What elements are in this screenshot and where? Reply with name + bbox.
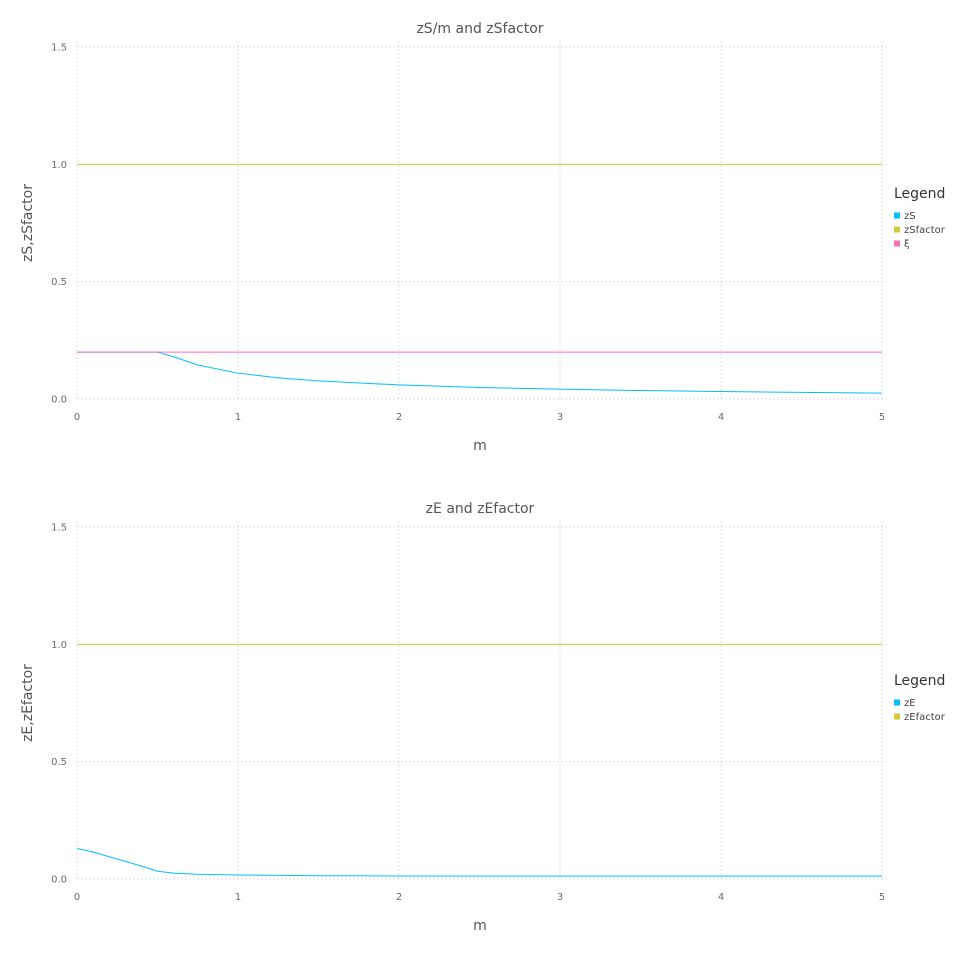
- chart-title: zS/m and zSfactor: [416, 21, 543, 37]
- legend-title: Legend: [894, 186, 945, 202]
- y-axis-label: zE,zEfactor: [20, 664, 36, 742]
- x-tick-label: 3: [557, 412, 563, 423]
- x-tick-label: 0: [74, 412, 80, 423]
- legend-label: zE: [904, 698, 916, 709]
- legend-swatch: [894, 226, 900, 233]
- legend-label: zEfactor: [904, 712, 946, 723]
- plot-area: 0 1 2 3 4 5 0.0 0.5 1.0 1.5: [51, 521, 888, 903]
- y-tick-label: 0.0: [51, 395, 67, 406]
- x-tick-label: 1: [235, 412, 241, 423]
- series-line-ze: [76, 848, 882, 877]
- legend: zS zSfactor ξ: [894, 211, 946, 250]
- x-axis-label: m: [473, 438, 487, 454]
- series-line-zs: [77, 351, 883, 394]
- x-tick-label: 2: [396, 892, 402, 903]
- y-tick-label: 1.0: [51, 160, 67, 171]
- chart-title: zE and zEfactor: [426, 501, 535, 517]
- x-tick-label: 5: [879, 892, 885, 903]
- y-tick-label: 1.5: [51, 43, 67, 54]
- chart-ze: zE and zEfactor m zE,zEfactor Legend 0 1 2…: [20, 501, 946, 934]
- y-tick-label: 0.5: [51, 757, 67, 768]
- chart-zs: zS/m and zSfactor m zS,zSfactor Legend 0…: [20, 21, 946, 454]
- x-tick-label: 0: [74, 892, 80, 903]
- legend-swatch: [894, 212, 900, 219]
- legend-swatch: [894, 240, 900, 247]
- x-axis-label: m: [473, 918, 487, 934]
- x-tick-label: 1: [235, 892, 241, 903]
- y-tick-label: 0.0: [51, 875, 67, 886]
- legend-label: zS: [904, 211, 916, 222]
- legend: zE zEfactor: [894, 698, 946, 723]
- x-tick-label: 4: [718, 892, 724, 903]
- y-tick-label: 0.5: [51, 277, 67, 288]
- y-tick-label: 1.0: [51, 640, 67, 651]
- legend-title: Legend: [894, 673, 945, 689]
- legend-label: ξ: [904, 239, 910, 250]
- legend-label: zSfactor: [904, 225, 946, 236]
- x-tick-label: 2: [396, 412, 402, 423]
- plot-area: 0 1 2 3 4 5 0.0 0.5 1.0 1.5: [51, 41, 888, 423]
- x-tick-label: 4: [718, 412, 724, 423]
- legend-swatch: [894, 699, 900, 706]
- legend-swatch: [894, 713, 900, 720]
- x-tick-label: 3: [557, 892, 563, 903]
- x-tick-label: 5: [879, 412, 885, 423]
- y-axis-label: zS,zSfactor: [20, 184, 36, 262]
- y-tick-label: 1.5: [51, 523, 67, 534]
